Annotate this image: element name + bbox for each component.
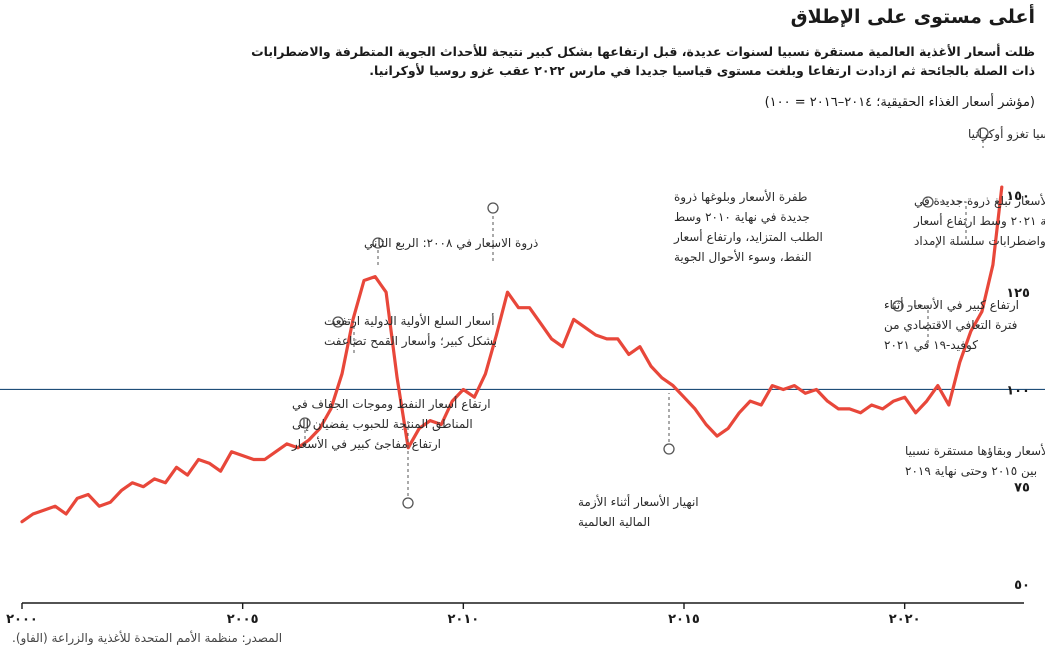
annotation-line: طفرة الأسعار وبلوغها ذروة <box>674 189 807 205</box>
annotation-line: بشكل كبير؛ وأسعار القمح تضاعفت <box>324 333 497 349</box>
annotation-line: ذروة الاسعار في ٢٠٠٨: الربع الثاني <box>364 236 538 251</box>
annotation-leader <box>908 305 929 345</box>
subtitle-line-1: ظلت أسعار الأغذية العالمية مستقرة نسبيا … <box>251 44 1035 59</box>
annotation-line: جديدة في نهاية ٢٠١٠ وسط <box>674 210 810 225</box>
annotation-text: انهيار الأسعار أثناء الأزمة المالية العال… <box>578 494 699 529</box>
annotation-marker <box>487 202 499 214</box>
annotation-line: بين ٢٠١٥ وحتى نهاية ٢٠١٩ <box>905 464 1037 479</box>
annotation-leader <box>346 321 355 354</box>
annotation-marker <box>663 443 675 455</box>
chart-title: أعلى مستوى على الإطلاق <box>790 6 1035 28</box>
x-tick-label: ٢٠٢٠ <box>889 612 921 627</box>
annotation-marker <box>922 196 934 208</box>
annotation-line: المالية العالمية <box>578 515 650 529</box>
annotation-text: روسيا تغزو أوكرانيا <box>968 126 1045 142</box>
x-tick-label: ٢٠٠٥ <box>227 612 259 627</box>
annotation-text: ارتفاع كبير في الأسعار أثناء فترة التعافي… <box>884 297 1019 353</box>
x-tick-label: ٢٠٠٠ <box>6 612 38 627</box>
annotation-text: الأسعار تبلغ ذروة جديدة في نهاية ٢٠٢١ وسط… <box>913 193 1045 249</box>
annotation-line: الأسعار تبلغ ذروة جديدة في <box>914 193 1045 209</box>
annotation-line: أسعار السلع الأولية الدولية ارتفعت <box>324 313 495 329</box>
annotation-line: ارتفاع أسعار النفط وموجات الجفاف في <box>292 396 491 412</box>
y-tick-label: ٧٥ <box>1014 481 1030 496</box>
annotation-line: انهيار الأسعار أثناء الأزمة <box>578 494 699 510</box>
annotation-line: روسيا تغزو أوكرانيا <box>968 126 1045 142</box>
annotation-marker <box>892 300 904 312</box>
food-price-index-line <box>20 185 1004 524</box>
annotation-marker <box>332 316 344 328</box>
annotation-line: ارتفاع كبير في الأسعار أثناء <box>884 297 1019 313</box>
annotation-marker <box>299 417 311 429</box>
x-tick-label: ٢٠١٥ <box>668 612 700 627</box>
annotation-text: طفرة الأسعار وبلوغها ذروة جديدة في نهاية … <box>673 189 823 265</box>
annotation-line: اعتدال الأسعار وبقاؤها مستقرة نسبيا <box>905 443 1045 459</box>
annotation-line: فترة التعافي الاقتصادي من <box>884 318 1017 333</box>
unit-note: (مؤشر أسعار الغذاء الحقيقية؛ ٢٠١٤–٢٠١٦ =… <box>764 95 1035 110</box>
annotation-line: كوفيد-١٩ في ٢٠٢١ <box>884 338 978 353</box>
annotation-marker <box>402 497 414 509</box>
annotation-marker <box>977 127 989 139</box>
annotation-line: ارتفاع مفاجئ كبير في الأسعار <box>291 436 441 452</box>
subtitle-line-2: ذات الصلة بالجائحة ثم ازدادت ارتفاعا وبل… <box>369 63 1035 78</box>
annotation-line: الطاقة واضطرابات سلسلة الإمداد <box>914 234 1045 249</box>
annotation-text: ذروة الاسعار في ٢٠٠٨: الربع الثاني <box>364 236 538 251</box>
annotation-line: الطلب المتزايد، وارتفاع أسعار <box>673 229 823 245</box>
annotation-text: اعتدال الأسعار وبقاؤها مستقرة نسبيا بين ٢… <box>905 443 1045 479</box>
annotation-line: النفط، وسوء الأحوال الجوية <box>674 249 812 265</box>
annotation-text: أسعار السلع الأولية الدولية ارتفعت بشكل ك… <box>324 313 497 349</box>
x-tick-label: ٢٠١٠ <box>447 612 479 627</box>
y-tick-label: ١٢٥ <box>1006 286 1030 301</box>
source-note: المصدر: منظمة الأمم المتحدة للأغذية والز… <box>12 631 283 645</box>
annotation-line: نهاية ٢٠٢١ وسط ارتفاع أسعار <box>913 213 1045 229</box>
annotation-leader <box>940 201 967 240</box>
annotation-text: ارتفاع أسعار النفط وموجات الجفاف في المنا… <box>291 396 491 452</box>
y-tick-label: ١٥٠ <box>1006 189 1030 204</box>
y-tick-label: ٥٠ <box>1014 578 1030 593</box>
y-tick-label: ١٠٠ <box>1006 383 1030 398</box>
annotation-line: المناطق المنتجة للحبوب يفضيان إلى <box>292 417 473 432</box>
annotation-marker <box>372 237 384 249</box>
